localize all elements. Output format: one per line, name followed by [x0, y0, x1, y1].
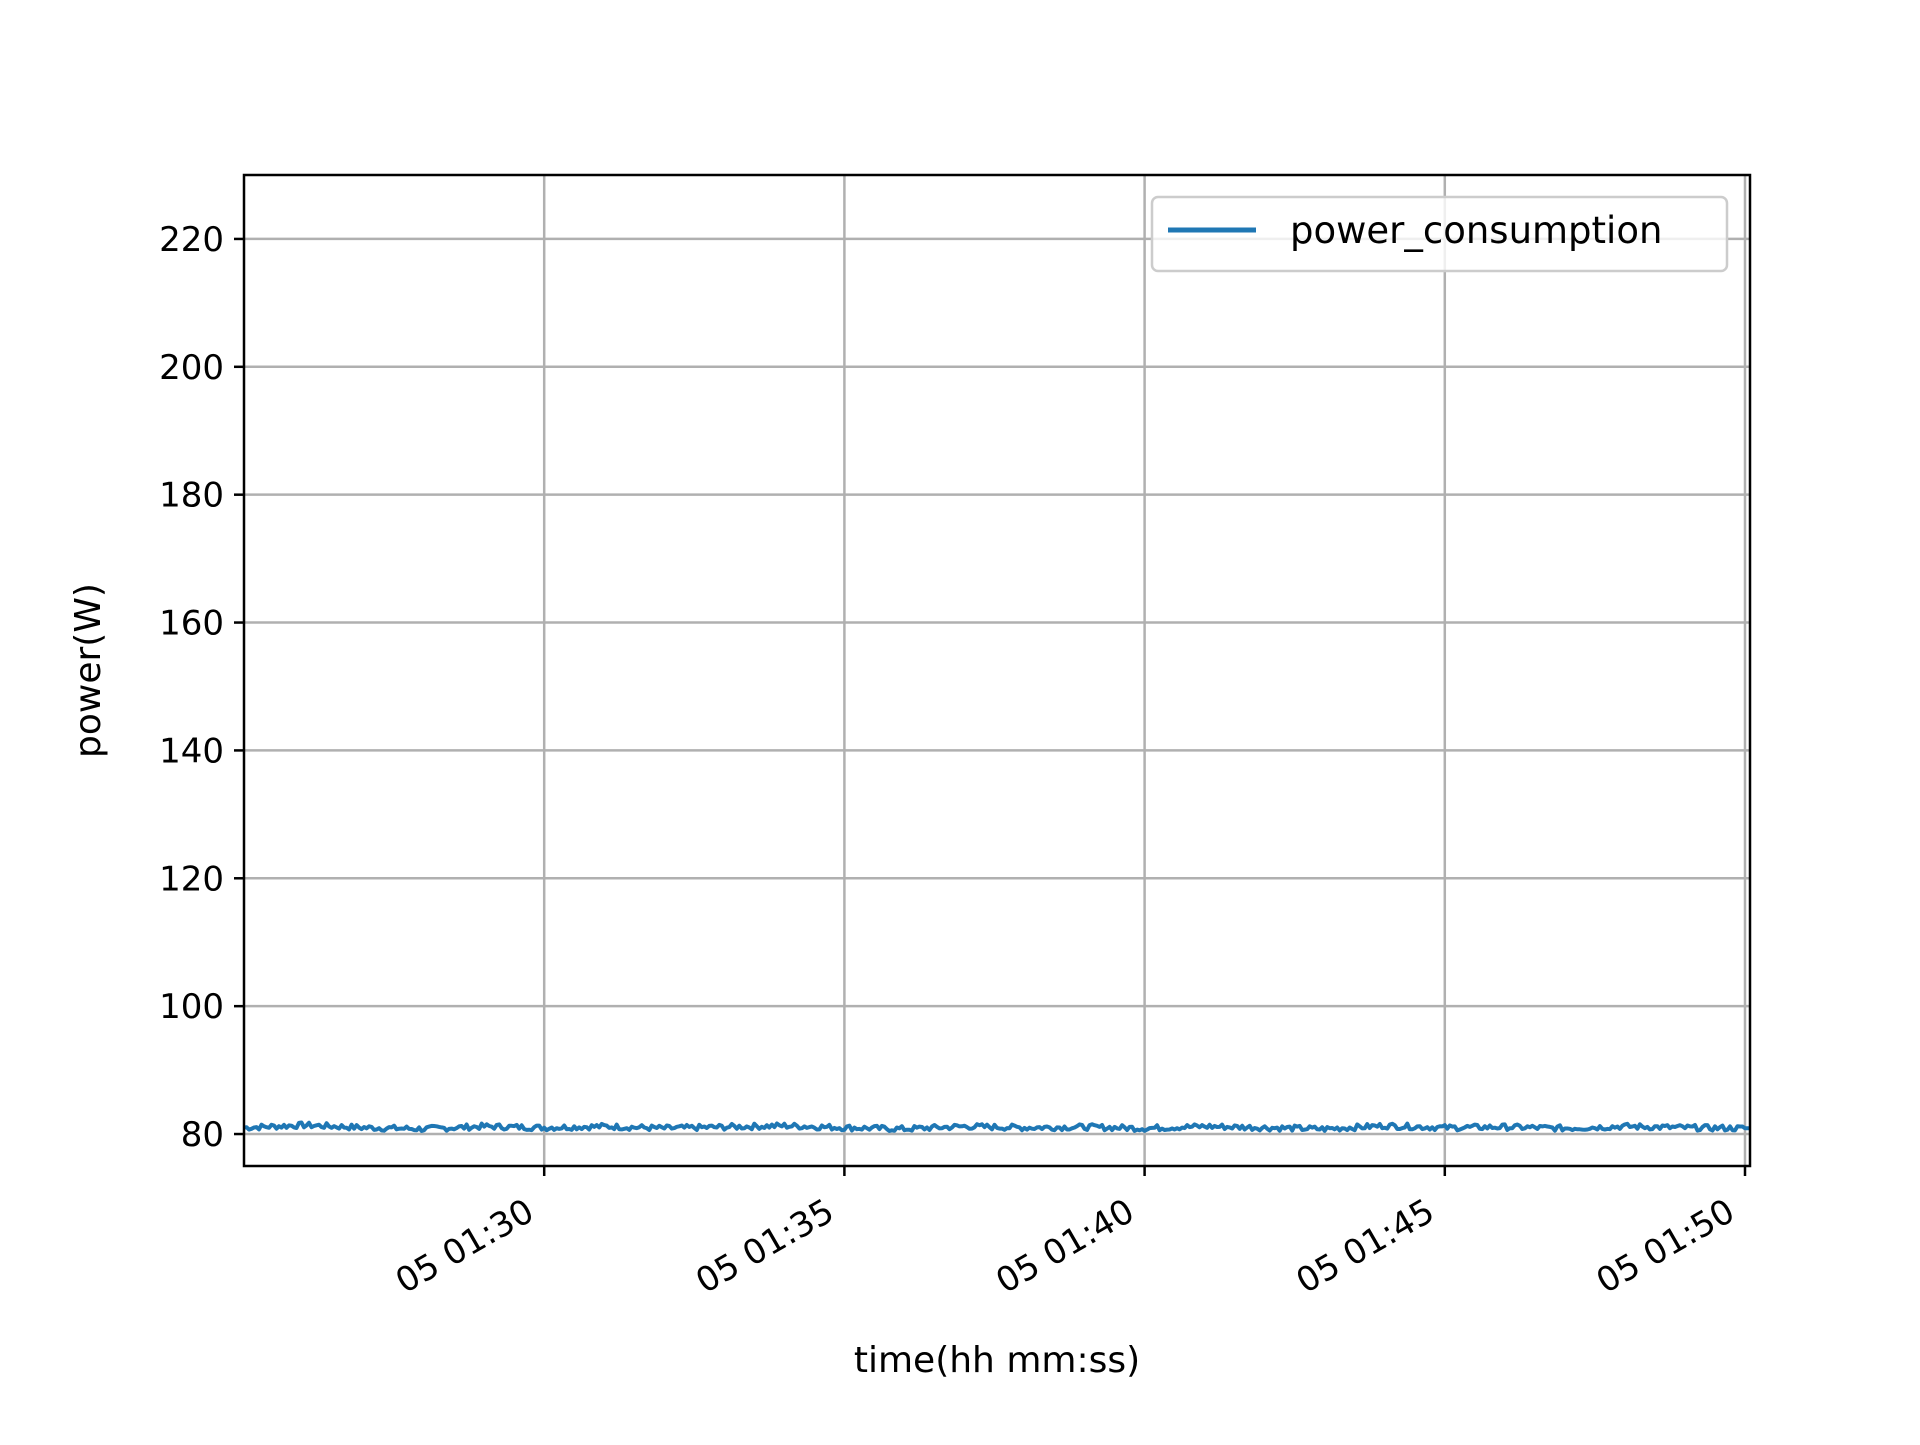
y-tick-label: 220	[159, 220, 224, 260]
y-tick-label: 160	[159, 604, 224, 644]
legend-box	[1150, 195, 1729, 273]
grid	[244, 175, 1750, 1166]
y-tick-label: 120	[159, 859, 224, 899]
series-layer	[243, 1120, 1750, 1133]
y-tick-label: 100	[159, 987, 224, 1027]
y-tick-label: 180	[159, 476, 224, 516]
y-tick-label: 200	[159, 348, 224, 388]
legend: power_consumption	[1150, 195, 1729, 273]
y-tick-label: 80	[181, 1115, 224, 1155]
series-line-power-consumption	[243, 1120, 1750, 1133]
legend-label: power_consumption	[1290, 209, 1662, 252]
y-tick-label: 140	[159, 731, 224, 771]
y-axis-label: power(W)	[68, 583, 109, 758]
plot-frame	[242, 173, 1752, 1168]
x-axis-label: time(hh mm:ss)	[854, 1340, 1140, 1381]
